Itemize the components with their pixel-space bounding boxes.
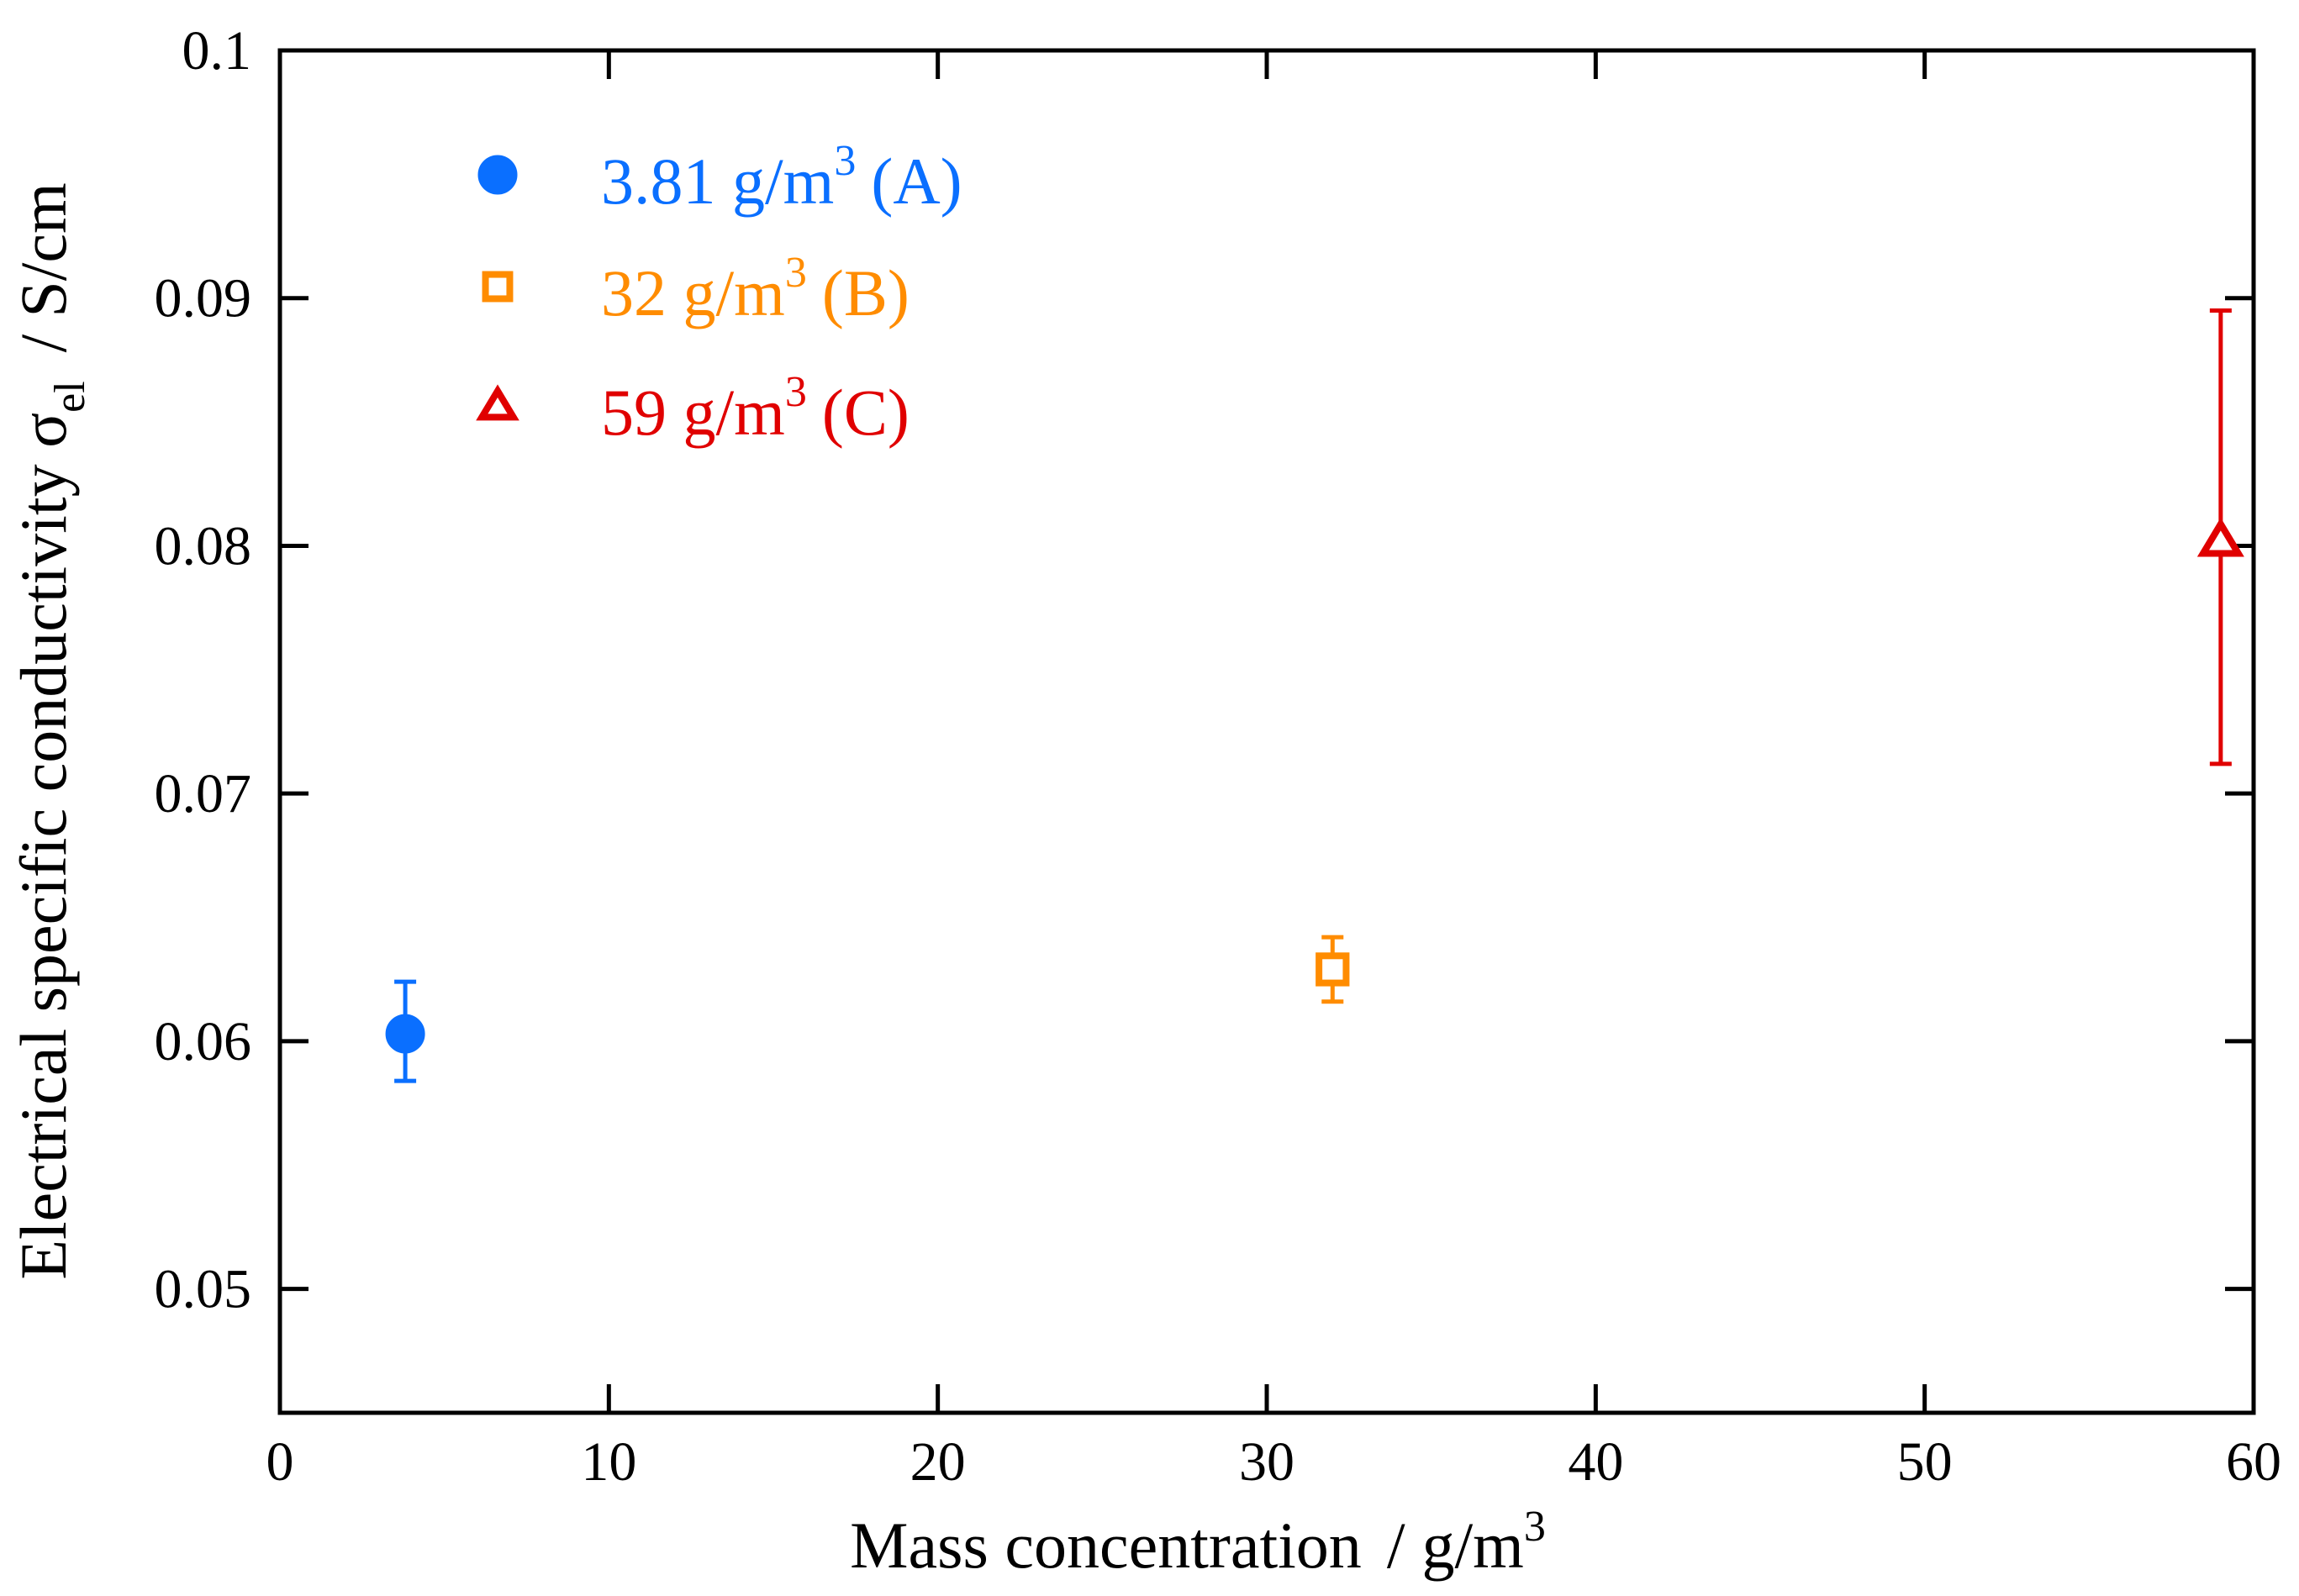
- x-tick-label: 0: [266, 1431, 294, 1493]
- x-tick-label: 10: [581, 1431, 636, 1493]
- y-axis-ticks: 0.05 0.06 0.07 0.08 0.09 0.1: [155, 20, 2254, 1320]
- x-tick-label: 20: [910, 1431, 966, 1493]
- x-tick-label: 30: [1239, 1431, 1295, 1493]
- legend-entry-tag: (C): [822, 376, 910, 449]
- data-point-b: [1316, 952, 1350, 987]
- legend-entry-tag: (A): [871, 145, 962, 218]
- data-point-a: [385, 1014, 425, 1054]
- legend-marker: [482, 271, 514, 303]
- x-tick-label: 40: [1568, 1431, 1623, 1493]
- x-axis-label: Mass concentration: [850, 1509, 1362, 1582]
- legend-entry-superscript: 3: [834, 137, 856, 185]
- legend: 3.81 g/m3 (A)32 g/m3 (B)59 g/m3 (C): [476, 137, 962, 449]
- x-axis-unit: g/m: [1421, 1509, 1523, 1582]
- y-tick-label: 0.1: [182, 20, 252, 82]
- y-tick-label: 0.06: [155, 1011, 252, 1072]
- x-tick-label: 60: [2226, 1431, 2281, 1493]
- y-tick-label: 0.09: [155, 268, 252, 329]
- x-tick-label: 50: [1897, 1431, 1953, 1493]
- legend-marker: [476, 384, 519, 421]
- legend-entry: 59 g/m3 (C): [601, 368, 910, 449]
- x-axis-title: Mass concentration / g/m3: [850, 1503, 1546, 1582]
- data-points: [385, 308, 2244, 1083]
- legend-entry-tag: (B): [822, 256, 910, 329]
- y-axis-unit: S/cm: [7, 182, 80, 317]
- x-axis-slash: /: [1387, 1509, 1405, 1582]
- legend-entry: 32 g/m3 (B): [601, 249, 910, 329]
- data-point-c: [2196, 517, 2244, 557]
- legend-entry-superscript: 3: [785, 368, 807, 416]
- y-axis-label-subscript: el: [46, 381, 94, 413]
- legend-marker: [477, 155, 518, 195]
- legend-entry: 3.81 g/m3 (A): [601, 137, 962, 218]
- legend-entry-main: 59 g/m: [601, 376, 785, 449]
- x-axis-unit-superscript: 3: [1524, 1503, 1546, 1551]
- y-tick-label: 0.07: [155, 763, 252, 824]
- legend-entry-main: 3.81 g/m: [601, 145, 834, 218]
- y-tick-label: 0.08: [155, 515, 252, 577]
- legend-entry-superscript: 3: [785, 249, 807, 297]
- y-tick-label: 0.05: [155, 1259, 252, 1320]
- y-axis-title: Electrical specific conductivity σel / S/c…: [7, 182, 94, 1279]
- y-axis-label: Electrical specific conductivity σ: [7, 413, 80, 1280]
- legend-entry-main: 32 g/m: [601, 256, 785, 329]
- x-axis-ticks: 0 10 20 30 40 50 60: [266, 50, 2281, 1493]
- y-axis-slash: /: [7, 334, 80, 352]
- plot-frame: [277, 48, 2256, 1415]
